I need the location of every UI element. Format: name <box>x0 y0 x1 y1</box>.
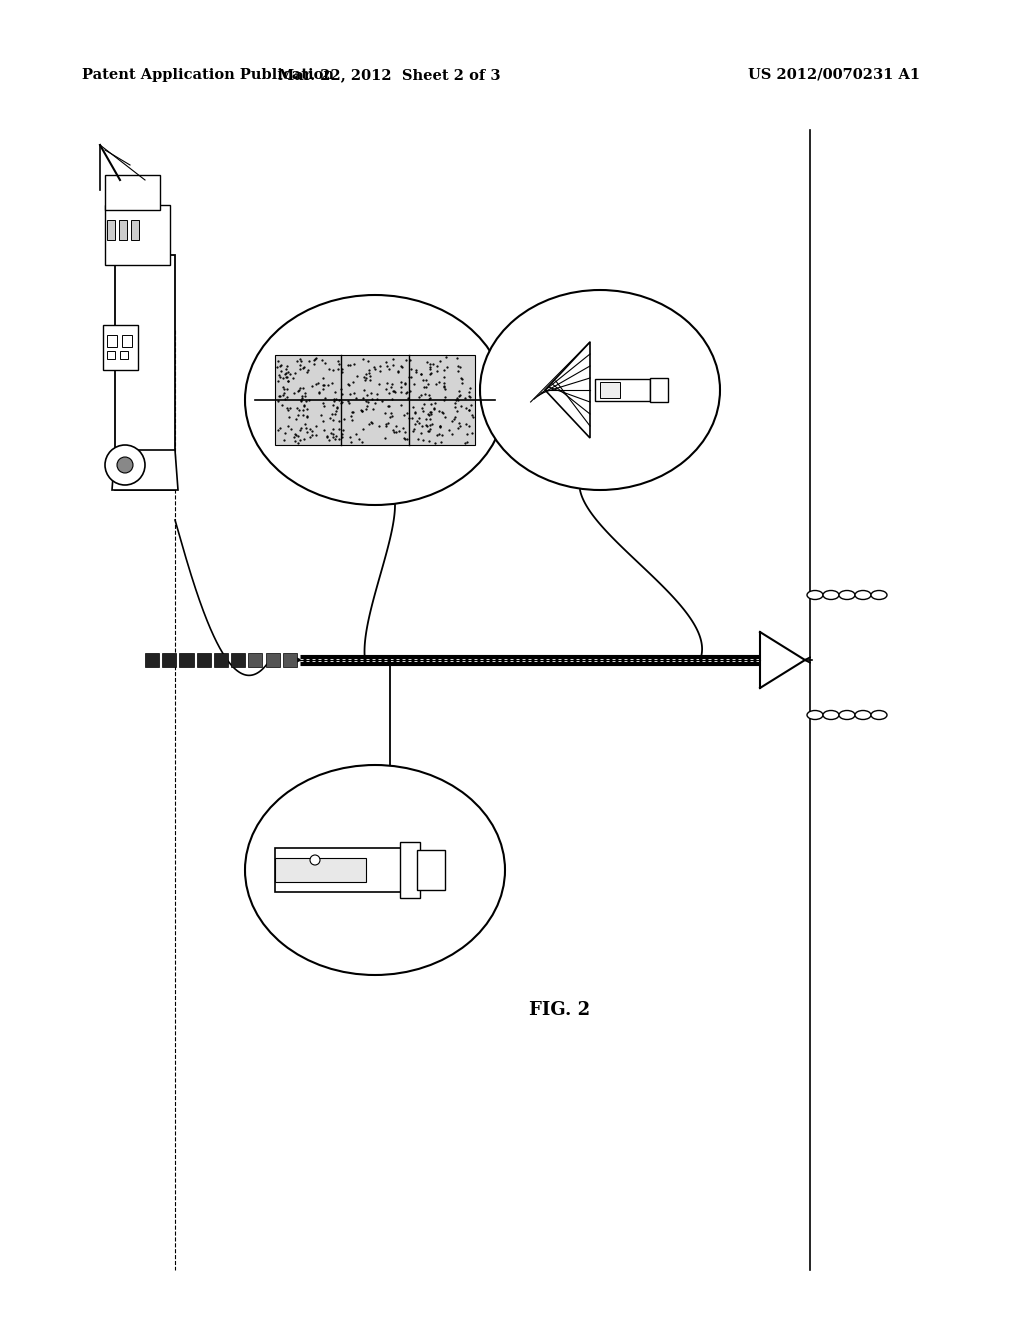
Bar <box>122 335 132 347</box>
Bar <box>249 653 262 667</box>
Bar <box>145 653 159 667</box>
Bar <box>115 255 175 490</box>
Ellipse shape <box>839 710 855 719</box>
Bar <box>179 653 194 667</box>
Bar <box>197 653 211 667</box>
Bar <box>103 325 138 370</box>
Bar <box>283 653 297 667</box>
Ellipse shape <box>807 710 823 719</box>
Bar <box>417 850 445 890</box>
Bar <box>106 220 115 240</box>
Bar <box>231 653 245 667</box>
Bar <box>600 381 620 399</box>
Ellipse shape <box>823 710 839 719</box>
Ellipse shape <box>807 590 823 599</box>
Bar <box>106 351 115 359</box>
Circle shape <box>310 855 319 865</box>
Bar <box>275 847 415 892</box>
Bar <box>400 842 420 898</box>
Circle shape <box>117 457 133 473</box>
Bar <box>275 355 475 445</box>
Polygon shape <box>545 342 590 438</box>
Bar <box>214 653 228 667</box>
Bar <box>106 335 117 347</box>
Ellipse shape <box>823 590 839 599</box>
Ellipse shape <box>871 710 887 719</box>
Text: Patent Application Publication: Patent Application Publication <box>82 69 334 82</box>
Ellipse shape <box>245 294 505 506</box>
Text: FIG. 2: FIG. 2 <box>529 1001 591 1019</box>
Bar <box>120 351 128 359</box>
Bar <box>105 205 170 265</box>
Ellipse shape <box>855 710 871 719</box>
Ellipse shape <box>871 590 887 599</box>
Ellipse shape <box>855 590 871 599</box>
Bar <box>105 176 160 210</box>
Bar <box>162 653 176 667</box>
Circle shape <box>105 445 145 484</box>
Ellipse shape <box>245 766 505 975</box>
Text: US 2012/0070231 A1: US 2012/0070231 A1 <box>748 69 920 82</box>
Bar <box>275 858 366 882</box>
Ellipse shape <box>480 290 720 490</box>
Bar <box>595 379 650 401</box>
Bar <box>119 220 127 240</box>
Polygon shape <box>112 450 178 490</box>
Bar <box>131 220 139 240</box>
Bar <box>650 378 668 403</box>
Bar <box>265 653 280 667</box>
Text: Mar. 22, 2012  Sheet 2 of 3: Mar. 22, 2012 Sheet 2 of 3 <box>278 69 501 82</box>
Ellipse shape <box>839 590 855 599</box>
